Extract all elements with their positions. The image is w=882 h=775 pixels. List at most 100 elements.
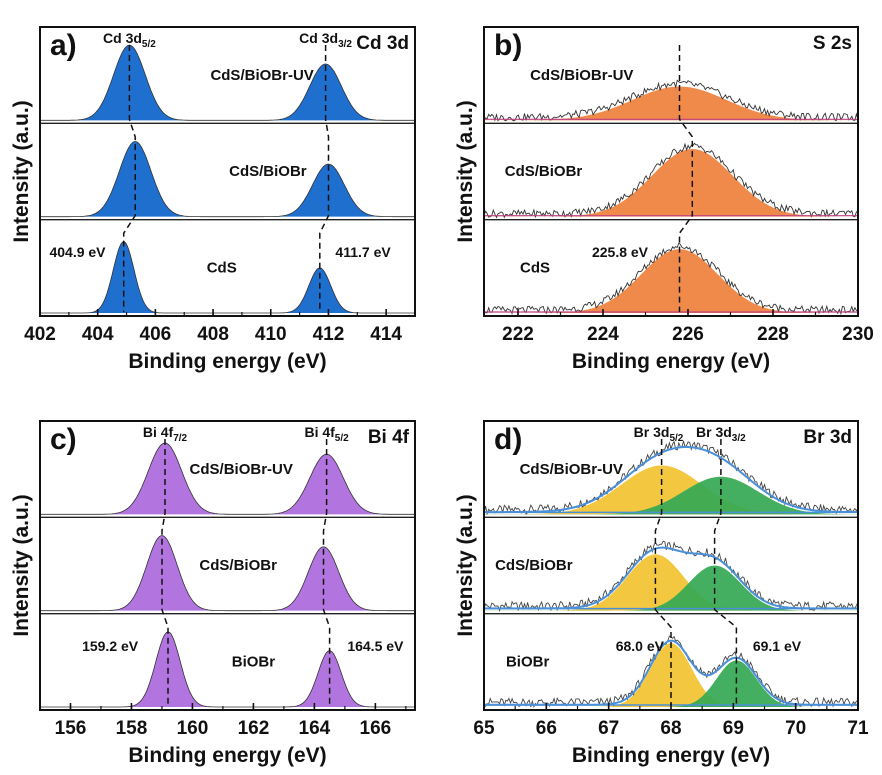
x-tick-label: 230	[842, 324, 874, 345]
x-tick-label: 69	[723, 718, 744, 739]
series-label: CdS	[207, 260, 237, 277]
peak-label: Cd 3d3/2	[299, 30, 352, 50]
peak-guide-line	[654, 439, 672, 706]
series-cds-biobr	[40, 141, 415, 218]
peak-guide-line	[713, 439, 738, 706]
peak-fill	[484, 465, 858, 515]
series-label: CdS/BiOBr	[505, 163, 583, 180]
energy-annotation: 164.5 eV	[347, 638, 404, 654]
axes-frame	[39, 420, 416, 711]
peak-label-sub: 3/2	[732, 433, 746, 444]
peak-fill	[40, 241, 415, 313]
series-cds-biobr-uv	[40, 442, 415, 515]
energy-annotation: 68.0 eV	[616, 638, 665, 654]
panel-letter: b)	[494, 29, 522, 62]
energy-annotation: 225.8 eV	[592, 244, 649, 260]
peak-label-base: Bi 4f	[304, 424, 335, 440]
plot-area	[40, 442, 415, 708]
panel-b: CdS/BiOBr-UV CdS/BiOBr CdS 222 224 226 228 230 B…	[454, 26, 874, 373]
x-tick-label: 228	[757, 324, 789, 345]
peak-fill	[40, 631, 415, 707]
raw-data-line	[484, 142, 858, 219]
panel-d: CdS/BiOBr-UV CdS/BiOBr BiOBr 65 66 67 68 69 70 71…	[454, 420, 869, 767]
series-biobr	[40, 631, 415, 708]
x-tick-label: 226	[672, 324, 704, 345]
peak-label: Bi 4f7/2	[143, 424, 188, 444]
x-tick-label: 224	[587, 324, 619, 345]
peak-label-base: Br 3d	[696, 424, 732, 440]
axes-frame	[39, 26, 416, 317]
plot-area	[40, 44, 415, 314]
panel-letter: c)	[50, 423, 77, 456]
peak-fill	[484, 476, 858, 515]
x-tick-label: 414	[370, 324, 402, 345]
x-tick-label: 164	[299, 718, 331, 739]
series-label: CdS/BiOBr-UV	[210, 67, 313, 84]
x-tick-label: 67	[598, 718, 619, 739]
peak-fill	[484, 554, 858, 611]
peak-fill	[484, 86, 858, 121]
peak-label-sub: 5/2	[335, 433, 349, 444]
y-axis-label: Intensity (a.u.)	[10, 100, 33, 242]
x-tick-label: 406	[140, 324, 172, 345]
peak-guide-line	[319, 45, 330, 312]
peak-fill	[484, 660, 858, 707]
x-tick-label: 402	[24, 324, 56, 345]
series-label: CdS/BiOBr	[495, 557, 573, 574]
series-cds	[484, 242, 858, 316]
x-tick-label: 71	[847, 718, 869, 739]
element-label: S 2s	[813, 33, 852, 54]
peak-label-sub: 5/2	[669, 433, 683, 444]
x-tick-label: 222	[502, 324, 534, 345]
peak-label-sub: 3/2	[338, 39, 352, 50]
outline-line	[40, 535, 415, 612]
energy-annotation: 404.9 eV	[49, 244, 106, 260]
peak-fill	[40, 141, 415, 217]
raw-data-line	[484, 242, 858, 316]
peak-label-sub: 5/2	[142, 39, 156, 50]
peak-fill	[40, 443, 415, 515]
peak-label-base: Cd 3d	[299, 30, 338, 46]
series-cds-biobr	[484, 540, 858, 612]
series-label: BiOBr	[506, 654, 550, 671]
x-axis-label: Binding energy (eV)	[572, 350, 770, 373]
series-cds-biobr	[484, 142, 858, 219]
series-cds-biobr-uv	[40, 44, 415, 121]
series-cds	[40, 241, 415, 314]
series-label: CdS/BiOBr	[199, 557, 277, 574]
peak-guide-line	[161, 439, 169, 706]
peak-fill	[484, 565, 858, 611]
axes-frame	[483, 26, 859, 317]
panel-a: CdS/BiOBr-UV CdS/BiOBr CdS 402 404 406 408 410 4…	[10, 26, 416, 373]
series-cds-biobr	[40, 535, 415, 612]
peak-label-base: Br 3d	[634, 424, 670, 440]
x-tick-label: 410	[255, 324, 287, 345]
panel-letter: a)	[50, 29, 77, 62]
peak-label: Cd 3d5/2	[103, 30, 156, 50]
x-tick-label: 166	[360, 718, 392, 739]
plot-area	[484, 79, 858, 316]
peak-fill	[40, 535, 415, 611]
series-label: BiOBr	[232, 654, 276, 671]
series-label: CdS/BiOBr-UV	[530, 67, 633, 84]
outline-line	[40, 241, 415, 314]
y-axis-label: Intensity (a.u.)	[454, 494, 477, 636]
x-tick-label: 66	[536, 718, 557, 739]
x-axis-label: Binding energy (eV)	[572, 744, 770, 767]
x-axis-label: Binding energy (eV)	[128, 350, 326, 373]
peak-label-base: Cd 3d	[103, 30, 142, 46]
peak-label: Br 3d3/2	[696, 424, 746, 444]
x-tick-label: 70	[785, 718, 806, 739]
x-tick-label: 65	[473, 718, 495, 739]
energy-annotation: 411.7 eV	[335, 244, 391, 260]
x-tick-label: 68	[660, 718, 681, 739]
panel-c: CdS/BiOBr-UV CdS/BiOBr BiOBr 156 158 160 162 16…	[10, 420, 416, 767]
x-tick-label: 404	[82, 324, 114, 345]
x-tick-label: 158	[116, 718, 148, 739]
panel-letter: d)	[494, 423, 522, 456]
series-cds-biobr-uv	[484, 440, 858, 516]
x-tick-label: 156	[55, 718, 87, 739]
series-label: CdS/BiOBr-UV	[520, 461, 623, 478]
peak-fill	[40, 45, 415, 121]
